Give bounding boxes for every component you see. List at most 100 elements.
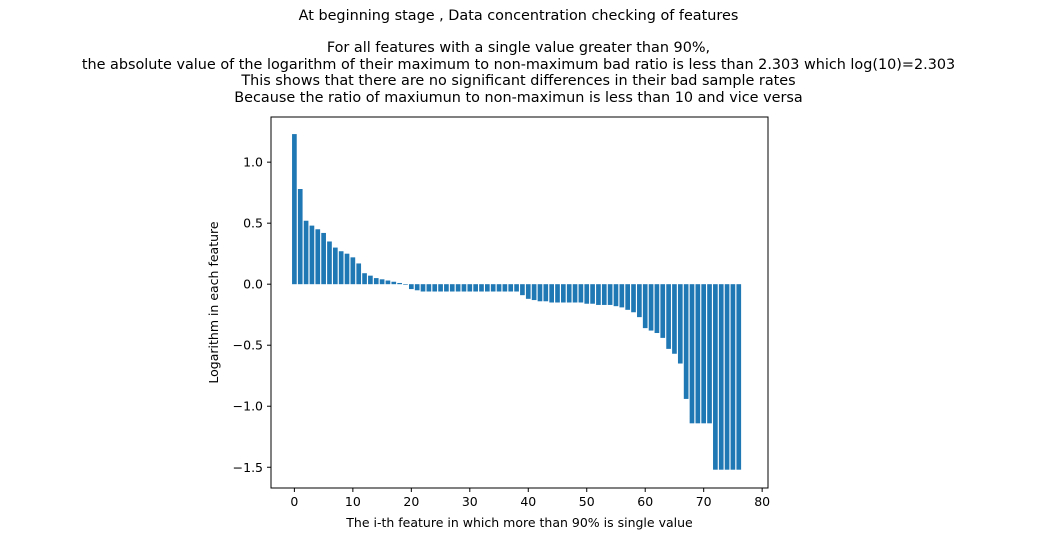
bar: [432, 284, 438, 292]
bar: [707, 284, 712, 424]
bar: [683, 284, 689, 399]
bar: [520, 284, 525, 296]
bar: [315, 229, 321, 285]
bar: [461, 284, 467, 292]
bar: [408, 284, 414, 290]
bar: [344, 253, 350, 285]
bar: [689, 284, 695, 424]
plot-frame: [270, 116, 769, 489]
y-axis-label: Logarithm in each feature: [206, 221, 221, 383]
subtitle-line-1: For all features with a single value gre…: [326, 40, 711, 57]
bar: [438, 284, 443, 292]
bar: [619, 284, 625, 308]
bar: [695, 284, 701, 424]
bar: [584, 284, 590, 304]
y-tick-label: −1.0: [233, 399, 263, 414]
chart-title-block: At beginning stage , Data concentration …: [0, 8, 1037, 106]
bar: [736, 284, 742, 470]
bar: [549, 284, 554, 303]
x-tick-label: 70: [696, 494, 712, 509]
bar: [724, 284, 730, 470]
x-tick-label: 40: [520, 494, 536, 509]
bar: [332, 247, 338, 285]
bar: [713, 284, 718, 470]
y-tick-label: −0.5: [233, 338, 263, 353]
bar: [531, 284, 537, 301]
bar: [350, 257, 356, 285]
x-tick-label: 0: [290, 494, 298, 509]
y-axis-ticks: −1.5 −1.0 −0.5 0.0 0.5 1.0: [233, 155, 271, 475]
bar: [479, 284, 484, 292]
bar: [449, 284, 455, 292]
x-tick-label: 20: [403, 494, 419, 509]
y-tick-label: 0.0: [243, 277, 263, 292]
bar: [514, 284, 519, 292]
bar: [718, 284, 724, 470]
bar: [508, 284, 514, 292]
bar: [648, 284, 654, 331]
bar: [613, 284, 619, 307]
bar: [502, 284, 508, 292]
x-tick-label: 50: [579, 494, 595, 509]
bar: [607, 284, 613, 305]
x-tick-label: 10: [345, 494, 361, 509]
bar: [385, 280, 391, 285]
subtitle-line-3: This shows that there are no significant…: [241, 73, 796, 90]
bar: [566, 284, 572, 303]
bar: [303, 220, 309, 285]
bar: [309, 225, 315, 285]
bar: [338, 251, 344, 285]
bar: [403, 284, 408, 285]
bar: [356, 263, 362, 285]
bar: [379, 279, 385, 285]
bar: [525, 284, 531, 299]
bar: [297, 189, 303, 285]
x-tick-label: 80: [754, 494, 770, 509]
bar: [321, 232, 326, 285]
bar: [631, 284, 636, 313]
bar: [677, 284, 683, 364]
x-axis-ticks: 0 10 20 30 40 50 60 70 80: [290, 488, 770, 509]
bar: [572, 284, 578, 303]
bar: [625, 284, 631, 310]
bar: [654, 284, 660, 334]
y-tick-label: 1.0: [243, 155, 263, 170]
bar: [327, 241, 332, 285]
subtitle-line-2: the absolute value of the logarithm of t…: [81, 56, 956, 73]
bar: [490, 284, 496, 292]
bar: [555, 284, 560, 303]
bar: [537, 284, 543, 302]
bar: [444, 284, 449, 292]
bar: [642, 284, 648, 329]
bar: [362, 273, 367, 285]
x-tick-label: 30: [462, 494, 478, 509]
bar: [473, 284, 478, 292]
bar: [420, 284, 426, 292]
bar: [578, 284, 584, 303]
bar: [292, 134, 297, 285]
chart-title: At beginning stage , Data concentration …: [298, 8, 739, 24]
bar: [701, 284, 707, 424]
bar: [561, 284, 566, 303]
y-tick-label: −1.5: [233, 460, 263, 475]
bar: [455, 284, 461, 292]
bar-group: [292, 134, 742, 470]
subtitle-line-4: Because the ratio of maxiumun to non-max…: [234, 89, 803, 106]
bar: [666, 284, 671, 349]
bar: [397, 282, 402, 285]
bar: [660, 284, 666, 338]
bar: [496, 284, 502, 292]
bar: [391, 281, 397, 285]
bar: [467, 284, 473, 292]
bar: [368, 275, 373, 285]
bar: [373, 278, 379, 285]
bar: [414, 284, 420, 291]
bar: [637, 284, 642, 318]
x-axis-label: The i-th feature in which more than 90% …: [345, 515, 693, 530]
bar: [590, 284, 595, 304]
bar: [672, 284, 677, 354]
bar: [426, 284, 432, 292]
bar: [543, 284, 549, 302]
bar: [601, 284, 607, 305]
